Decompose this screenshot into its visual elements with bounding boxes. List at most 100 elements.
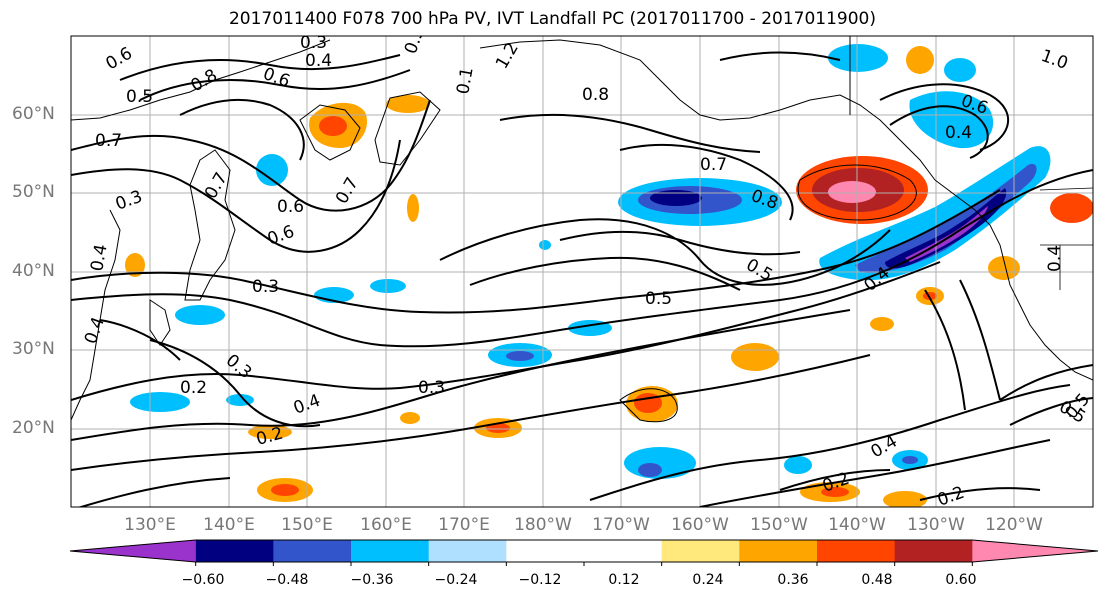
map-body: 0.6 0.3 0.4 0.5 0.1 1.2 1.0 0.5 0.8 0.6 …: [71, 24, 1093, 511]
lon-label: 130°W: [907, 515, 965, 535]
shading-mid-pos: [407, 194, 419, 222]
shading-cp-neg1-core: [506, 351, 534, 361]
shading-cp-pos4: [400, 412, 420, 424]
colorbar-tick-label: 0.48: [861, 572, 893, 588]
shading-kamchatka-core: [319, 116, 347, 136]
map-title: 2017011400 F078 700 hPa PV, IVT Landfall…: [228, 9, 876, 29]
colorbar-segment: [70, 540, 196, 562]
contour-label: 0.4: [305, 51, 332, 71]
lon-label: 160°E: [360, 515, 412, 535]
contour-label: 0.5: [126, 87, 153, 107]
contour-label: 0.5: [743, 255, 776, 286]
colorbar-segment: [739, 540, 818, 562]
contour-label: 0.7: [95, 131, 122, 151]
shading-cp-pos6-core: [821, 487, 849, 497]
colorbar-tick-label: 0.60: [945, 572, 977, 588]
lat-label: 40°N: [12, 261, 55, 281]
lat-label: 30°N: [12, 339, 55, 359]
contour-label: 0.3: [252, 277, 279, 297]
colorbar-tick-label: 0.36: [777, 572, 809, 588]
shading-cp-neg3: [624, 447, 696, 479]
colorbar-tick-label: −0.24: [434, 572, 478, 588]
contour-label: 1.0: [1038, 46, 1070, 74]
colorbar-segment: [972, 540, 1098, 562]
colorbar-tick-label: 0.12: [608, 572, 640, 588]
colorbar-segment: [894, 540, 973, 562]
contour-label: 0.8: [582, 85, 609, 105]
coastlines: [71, 36, 1093, 421]
lon-label: 170°W: [592, 515, 650, 535]
contour-label: 0.3: [113, 187, 145, 215]
contour-label: 0.2: [180, 378, 207, 398]
shading-sw-pos-core: [271, 484, 299, 496]
contour-label: 0.6: [103, 43, 136, 74]
shading-wp-neg2: [370, 279, 406, 293]
contour-label: 0.8: [188, 65, 221, 96]
contour-label: 0.4: [945, 123, 972, 143]
colorbar-segment: [428, 540, 507, 562]
lon-label: 140°E: [203, 515, 255, 535]
lat-label: 20°N: [12, 418, 55, 438]
contour-label: 0.3: [300, 33, 327, 53]
contour-label: 0.5: [401, 24, 429, 56]
lat-label: 60°N: [12, 104, 55, 124]
contour-label: 0.6: [265, 222, 297, 250]
shading-alaska-positive: [906, 46, 934, 74]
shading-alaska-neg2: [828, 44, 888, 72]
shading-cp-pos3-core: [486, 423, 510, 433]
contour-label: 0.2: [935, 483, 967, 511]
pv-contours: [71, 51, 1093, 507]
lon-label: 130°E: [124, 515, 176, 535]
shading-coast-positive: [1050, 193, 1093, 223]
lon-label: 150°W: [750, 515, 808, 535]
shading-kamchatka-2: [386, 95, 430, 113]
shading-alaska-neg3: [944, 58, 976, 82]
contour-label: 0.4: [291, 391, 323, 419]
shading-wp-pos1: [125, 253, 145, 277]
shading-positive-core: [828, 181, 876, 203]
lon-label: 120°W: [985, 515, 1043, 535]
colorbar-segment: [506, 540, 585, 562]
shading-negative-band: [819, 146, 1051, 281]
contour-label: 1.2: [492, 39, 523, 72]
shading-wp-neg4: [130, 392, 190, 412]
shading-wp-neg3: [175, 305, 225, 325]
colorbar-segment: [817, 540, 896, 562]
colorbar: [69, 539, 1099, 566]
shading-negative-blob-core: [650, 190, 702, 206]
colorbar-segment: [195, 540, 274, 562]
contour-label: 0.7: [332, 174, 363, 207]
contour-label: 0.1: [453, 66, 477, 96]
shading-cp-neg3-core: [638, 463, 662, 477]
contour-label: 0.4: [81, 314, 109, 346]
colorbar-segment: [273, 540, 352, 562]
shading-negative-peak: [885, 188, 1007, 269]
shading-cp-pos1: [731, 343, 779, 371]
contour-label: 0.3: [418, 378, 445, 398]
shading-cp-pos7: [883, 491, 927, 507]
contour-label: 0.4: [87, 243, 111, 273]
lon-label: 150°E: [281, 515, 333, 535]
colorbar-tick-label: −0.12: [518, 572, 562, 588]
lat-label: 50°N: [12, 182, 55, 202]
contour-label: 0.4: [1045, 245, 1065, 272]
contour-label: 0.5: [645, 289, 672, 309]
colorbar-tick-label: −0.48: [265, 572, 309, 588]
colorbar-tick-label: −0.36: [350, 572, 394, 588]
colorbar-segment: [661, 540, 740, 562]
lon-label: 160°W: [671, 515, 729, 535]
lon-label: 180°W: [514, 515, 572, 535]
lon-label: 170°E: [438, 515, 490, 535]
thin-contours: [619, 164, 917, 423]
lon-label: 140°W: [828, 515, 886, 535]
shading-alaska-negative: [909, 91, 994, 149]
contour-label: 0.3: [222, 351, 256, 384]
shading-cp-neg4: [784, 456, 812, 474]
map-frame: [70, 35, 1094, 508]
colorbar-segment: [584, 540, 663, 562]
shading-us-pos: [988, 256, 1020, 280]
shading-negative-core: [855, 163, 1037, 273]
shading-mid-neg: [539, 240, 551, 250]
colorbar-tick-label: −0.60: [181, 572, 225, 588]
